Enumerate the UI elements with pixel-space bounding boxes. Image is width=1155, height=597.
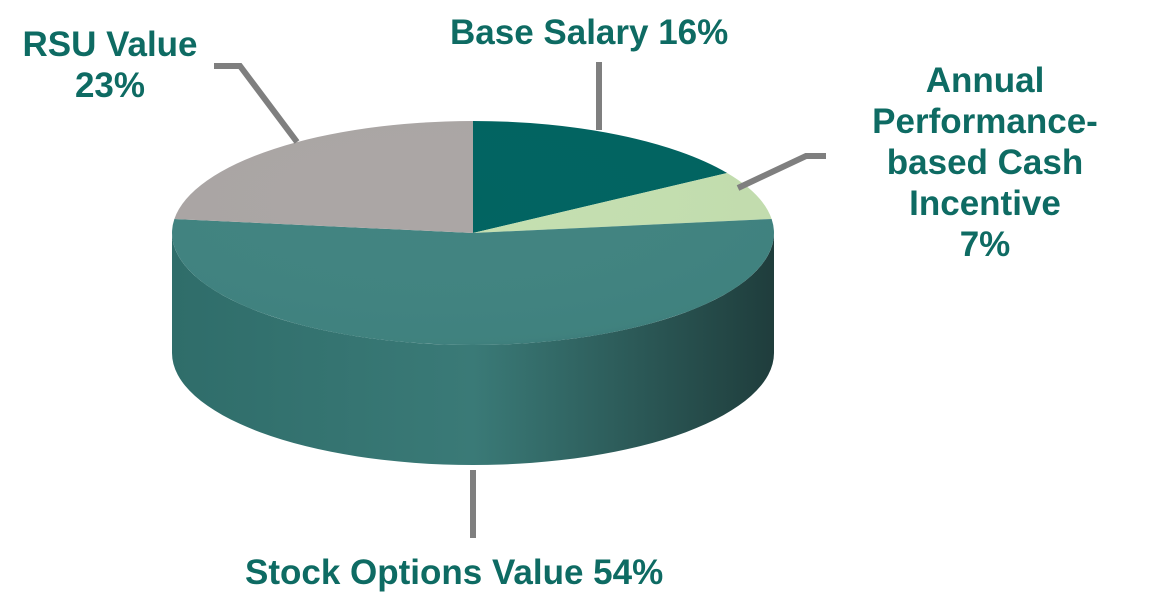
slice-label-rsu-line-2: 23% [74, 66, 146, 105]
leader-line-rsu-value [214, 63, 300, 144]
slice-label-base-salary: Base Salary 16% [450, 12, 728, 53]
leader-line-annual-incentive [736, 153, 826, 191]
slice-label-rsu-line-1: RSU Value [22, 25, 198, 64]
pie-side-wall [172, 233, 774, 465]
slice-label-annual-line-5: 7% [959, 225, 1011, 264]
slice-label-base-salary-text: Base Salary 16% [450, 13, 729, 52]
slice-label-annual-line-4: Incentive [909, 184, 1061, 223]
slice-label-stock-options-text: Stock Options Value 54% [245, 553, 664, 592]
pie-top-shading [172, 121, 774, 345]
slice-label-rsu-value: RSU Value 23% [0, 24, 220, 106]
slice-label-annual-incentive: Annual Performance- based Cash Incentive… [860, 60, 1110, 265]
slice-label-annual-line-1: Annual [925, 61, 1045, 100]
slice-label-stock-options: Stock Options Value 54% [245, 552, 663, 593]
slice-label-annual-line-2: Performance- [872, 102, 1098, 141]
slice-label-annual-line-3: based Cash [886, 143, 1084, 182]
